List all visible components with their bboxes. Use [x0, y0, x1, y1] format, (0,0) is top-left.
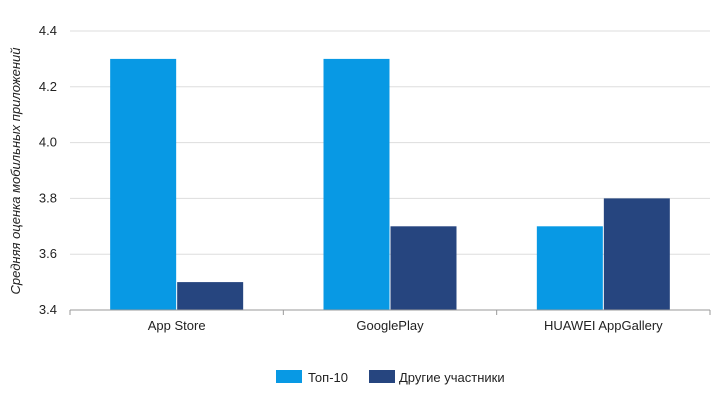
y-tick-label: 4.4	[39, 23, 57, 38]
bar-others-2[interactable]	[603, 198, 670, 310]
x-tick-label: GooglePlay	[356, 318, 424, 333]
y-tick-label: 3.4	[39, 302, 57, 317]
legend-label-others[interactable]: Другие участники	[399, 370, 505, 385]
y-axis-title: Средняя оценка мобильных приложений	[8, 48, 23, 295]
axes: 3.4 3.6 3.8 4.0 4.2 4.4 App Store GooglePlay HUA…	[39, 23, 711, 333]
legend-label-top10[interactable]: Топ-10	[308, 370, 348, 385]
legend-swatch-top10	[276, 370, 302, 383]
y-tick-label: 4.2	[39, 79, 57, 94]
y-tick-label: 3.8	[39, 190, 57, 205]
legend: Топ-10 Другие участники	[276, 370, 505, 385]
bar-top10-0[interactable]	[110, 58, 177, 311]
legend-swatch-others	[369, 370, 395, 383]
bar-top10-2[interactable]	[536, 226, 603, 310]
x-tick-label: HUAWEI AppGallery	[544, 318, 663, 333]
bar-others-0[interactable]	[177, 282, 244, 310]
y-tick-label: 3.6	[39, 246, 57, 261]
bars	[110, 58, 670, 311]
y-tick-label: 4.0	[39, 135, 57, 150]
x-tick-label: App Store	[148, 318, 206, 333]
bar-others-1[interactable]	[390, 226, 457, 310]
bar-top10-1[interactable]	[323, 58, 390, 311]
